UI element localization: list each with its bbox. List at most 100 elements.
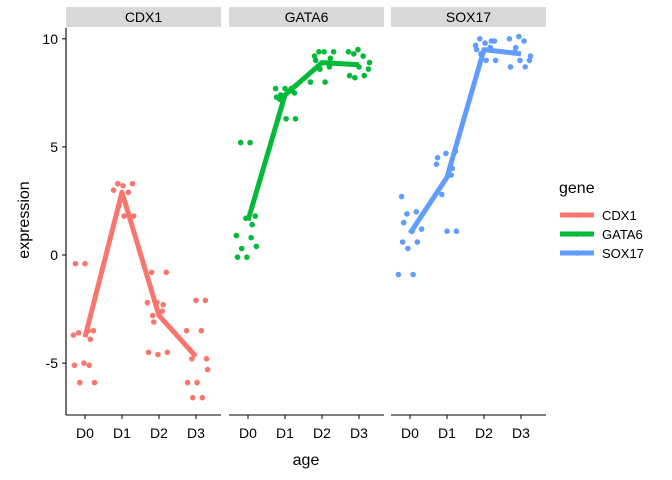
data-point xyxy=(86,362,92,369)
data-point xyxy=(110,187,117,193)
x-tick-label: D0 xyxy=(401,425,419,441)
data-point xyxy=(72,260,79,267)
data-point xyxy=(155,351,161,358)
legend-label-sox17: SOX17 xyxy=(602,246,644,261)
x-tick-label: D3 xyxy=(512,425,530,441)
facet-strip-label: SOX17 xyxy=(446,9,491,25)
data-point xyxy=(473,46,480,53)
data-point xyxy=(291,90,298,96)
data-point xyxy=(75,330,82,336)
data-point xyxy=(434,154,441,161)
x-tick-label: D3 xyxy=(350,425,368,441)
data-point xyxy=(399,239,406,245)
x-tick-label: D1 xyxy=(276,425,294,441)
facet-panels: CDX1 D0 D1 D2 D3 GATA6 D0 D1 D2 D3 SOX17 D0 D1 D2 D3 xyxy=(66,7,546,441)
data-point xyxy=(483,57,489,64)
data-point xyxy=(398,193,405,200)
data-point xyxy=(321,49,327,55)
data-point xyxy=(244,254,250,260)
data-point xyxy=(252,213,259,219)
data-point xyxy=(121,213,127,219)
data-point xyxy=(522,64,528,70)
legend-key-point xyxy=(574,212,580,218)
series-line xyxy=(82,189,198,359)
data-point xyxy=(414,239,421,245)
data-point xyxy=(355,46,361,53)
x-tick-label: D2 xyxy=(475,425,493,441)
data-point xyxy=(248,234,254,241)
facet-strip-label: CDX1 xyxy=(125,9,163,25)
data-point xyxy=(183,327,190,334)
facet-panel-cdx1: CDX1 D0 D1 D2 D3 xyxy=(66,7,221,441)
data-point xyxy=(202,297,209,304)
y-axis: -5 0 5 10 xyxy=(42,28,67,415)
data-point xyxy=(163,269,170,276)
data-point xyxy=(404,211,410,217)
data-point xyxy=(160,301,166,308)
data-point xyxy=(130,213,137,219)
data-point xyxy=(71,362,78,369)
data-point xyxy=(453,228,460,234)
data-point xyxy=(513,44,519,51)
data-point xyxy=(125,189,132,196)
x-axis-title: age xyxy=(293,452,320,469)
data-point xyxy=(433,161,440,167)
data-point xyxy=(327,55,334,62)
x-tick-label: D0 xyxy=(239,425,257,441)
y-tick-label: 10 xyxy=(42,31,58,47)
y-axis-title: expression xyxy=(16,181,33,258)
data-point xyxy=(488,38,495,44)
data-point xyxy=(413,209,420,215)
data-point xyxy=(253,243,260,250)
y-tick-label: 0 xyxy=(50,247,58,263)
data-point xyxy=(352,74,358,81)
y-tick-label: -5 xyxy=(46,355,59,371)
data-point xyxy=(193,297,199,304)
data-point xyxy=(361,72,368,79)
data-point xyxy=(526,57,533,64)
data-point xyxy=(164,349,171,356)
series-line xyxy=(245,60,360,222)
data-point xyxy=(345,49,352,55)
data-point xyxy=(307,79,314,85)
data-point xyxy=(194,379,200,386)
data-point xyxy=(190,394,196,401)
data-point xyxy=(439,191,445,198)
data-point xyxy=(120,183,126,189)
facet-panel-sox17: SOX17 D0 D1 D2 D3 xyxy=(391,7,546,441)
data-point xyxy=(330,49,337,55)
data-point xyxy=(507,64,514,70)
data-point xyxy=(70,332,77,338)
data-point xyxy=(521,38,527,44)
legend-key-point xyxy=(574,250,580,256)
facet-strip xyxy=(391,7,546,27)
data-point xyxy=(151,319,157,325)
x-tick-label: D0 xyxy=(76,425,94,441)
data-point xyxy=(418,226,425,232)
data-point xyxy=(492,57,499,64)
legend-label-gata6: GATA6 xyxy=(602,227,643,242)
data-point xyxy=(477,36,483,42)
data-point xyxy=(365,66,372,72)
x-tick-label: D2 xyxy=(150,425,168,441)
legend: gene CDX1 GATA6 SOX17 xyxy=(559,180,644,261)
data-point xyxy=(516,33,522,40)
data-point xyxy=(272,85,279,92)
x-tick-label: D2 xyxy=(313,425,331,441)
data-point xyxy=(144,299,151,306)
data-point xyxy=(360,53,367,59)
data-point xyxy=(527,53,534,59)
x-tick-label: D3 xyxy=(187,425,205,441)
facet-panel-gata6: GATA6 D0 D1 D2 D3 xyxy=(229,7,384,441)
data-point xyxy=(233,232,240,239)
data-point xyxy=(90,327,97,334)
facet-strip-label: GATA6 xyxy=(285,9,329,25)
facet-strip xyxy=(229,7,384,27)
data-point xyxy=(506,36,513,42)
data-point xyxy=(346,72,353,79)
data-point xyxy=(184,379,191,386)
data-point xyxy=(283,116,289,122)
data-point xyxy=(273,94,280,100)
data-point xyxy=(395,271,402,278)
x-tick-label: D1 xyxy=(438,425,456,441)
